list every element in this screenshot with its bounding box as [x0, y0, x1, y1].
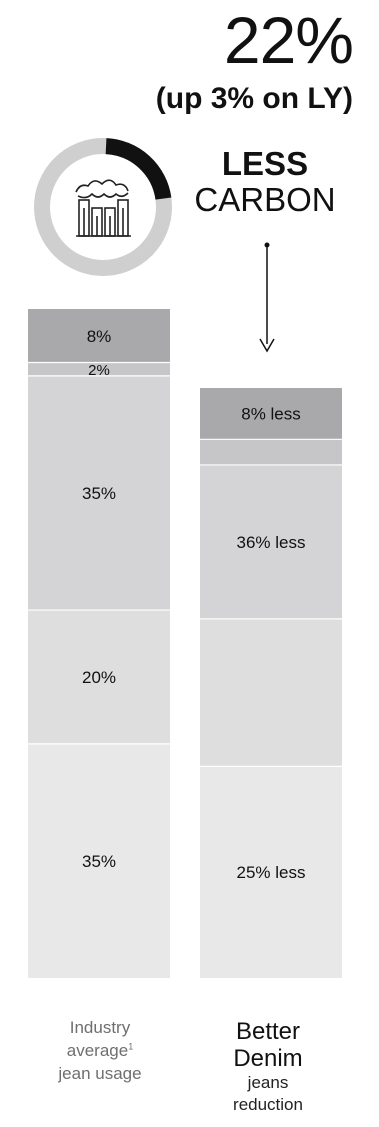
industry-segment-5 [28, 743, 170, 978]
industry-segment-label: 35% [82, 852, 116, 871]
industry-segment-label: 8% [87, 327, 112, 346]
caption-left-line1: Industry [69, 1018, 131, 1037]
less-label-bold: LESS [221, 145, 309, 182]
industry-segment-label: 20% [82, 668, 116, 687]
caption-right-line3: jeans [247, 1073, 289, 1092]
factory-icon [75, 179, 131, 237]
better-denim-segment-5 [200, 766, 342, 978]
better-denim-segment-label: 8% less [241, 405, 301, 424]
better-denim-caption: Better Denim jeans reduction [198, 1018, 338, 1116]
better-denim-segment-4 [200, 618, 342, 767]
footnote-marker: 1 [128, 1041, 134, 1052]
industry-segment-3 [28, 375, 170, 611]
industry-segment-2 [28, 362, 170, 376]
better-denim-segment-3 [200, 464, 342, 619]
caption-right-line4: reduction [233, 1095, 303, 1114]
industry-segment-1 [28, 309, 170, 363]
caption-left-line2: average [66, 1041, 129, 1060]
better-denim-segment-1 [200, 388, 342, 440]
industry-average-bar: 8% 2% 35% 20% 35% [28, 309, 170, 978]
carbon-donut [34, 138, 172, 276]
donut-track [34, 138, 172, 276]
better-denim-segment-2 [200, 439, 342, 465]
less-carbon-label: LESS CARBON [190, 146, 340, 218]
industry-segment-4 [28, 610, 170, 744]
headline-percentage: 22% [223, 3, 354, 77]
better-denim-segment-label: 25% less [237, 863, 306, 882]
caption-right-line2: Denim [233, 1045, 303, 1072]
caption-left-line3: jean usage [58, 1064, 142, 1083]
better-denim-bar: 8% less 36% less 25% less [200, 388, 342, 978]
industry-average-caption: Industry average1 jean usage [30, 1016, 170, 1085]
better-denim-segment-label: 36% less [237, 533, 306, 552]
headline-change: (up 3% on LY) [155, 82, 353, 115]
caption-right-line1: Better [235, 1018, 301, 1045]
industry-segment-label: 35% [82, 484, 116, 503]
reduction-arrow [259, 242, 275, 353]
donut-fill-arc [105, 138, 172, 201]
industry-segment-label: 2% [88, 362, 110, 379]
carbon-label: CARBON [194, 181, 336, 218]
